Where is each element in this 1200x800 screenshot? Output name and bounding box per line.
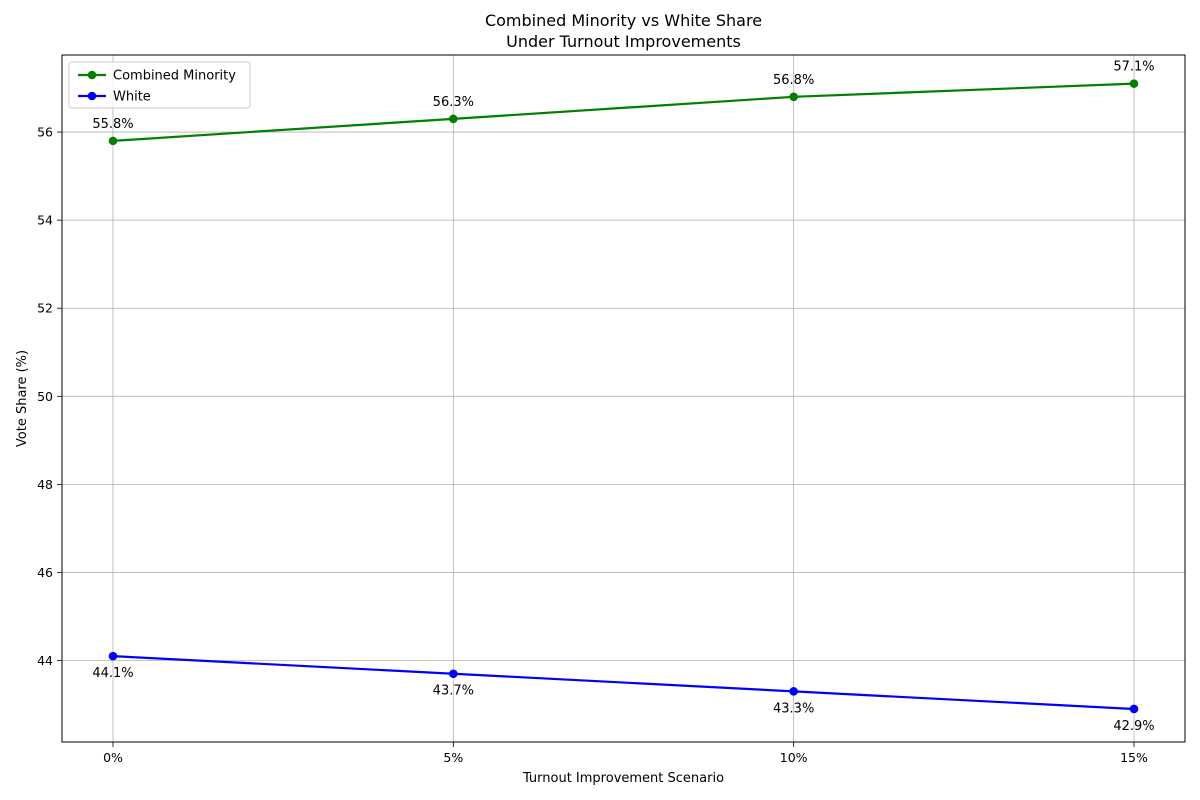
legend-box xyxy=(68,61,251,109)
legend-marker-combined-minority xyxy=(87,70,97,80)
y-tick-label: 54 xyxy=(37,213,53,228)
x-tick-label: 10% xyxy=(780,750,808,765)
data-label-combined-minority: 56.8% xyxy=(773,73,814,88)
grid xyxy=(62,55,1185,742)
data-label-white: 42.9% xyxy=(1113,719,1154,734)
chart-title-line-2: Under Turnout Improvements xyxy=(506,32,741,51)
legend-item-combined-minority: Combined Minority xyxy=(78,69,236,84)
y-tick-label: 56 xyxy=(37,125,53,140)
y-tick-label: 46 xyxy=(37,565,53,580)
data-point-combined-minority xyxy=(1129,79,1139,88)
data-point-combined-minority xyxy=(108,136,118,146)
x-tick-label: 15% xyxy=(1120,750,1148,765)
legend: Combined Minority White xyxy=(68,61,251,109)
series-combined-minority xyxy=(108,79,1139,146)
y-tick-label: 52 xyxy=(37,301,53,316)
legend-item-white: White xyxy=(78,90,151,105)
y-axis-label: Vote Share (%) xyxy=(15,350,30,447)
legend-label-combined-minority: Combined Minority xyxy=(113,69,236,84)
x-axis-label: Turnout Improvement Scenario xyxy=(522,771,724,786)
series-line-white xyxy=(112,655,1135,711)
plot-frame xyxy=(61,54,1186,743)
series-line-combined-minority xyxy=(112,82,1135,142)
series-layer xyxy=(108,79,1139,714)
ticks: 0% 5% 10% 15% 44 46 48 50 52 54 56 xyxy=(37,125,1148,765)
data-label-combined-minority: 56.3% xyxy=(433,95,474,110)
legend-label-white: White xyxy=(113,90,151,105)
data-label-white: 44.1% xyxy=(92,666,133,681)
y-tick-label: 44 xyxy=(37,653,53,668)
data-point-combined-minority xyxy=(449,114,458,124)
data-label-white: 43.7% xyxy=(433,684,474,699)
y-tick-label: 48 xyxy=(37,477,53,492)
data-point-white xyxy=(108,651,118,661)
y-tick-label: 50 xyxy=(37,389,53,404)
data-point-white xyxy=(789,687,798,696)
series-white xyxy=(108,651,1139,714)
data-point-white xyxy=(449,669,458,679)
chart-title-line-1: Combined Minority vs White Share xyxy=(485,11,762,30)
legend-marker-white xyxy=(87,91,97,101)
data-labels: 55.8% 56.3% 56.8% 57.1% 44.1% 43.7% 43.3% 42.9% xyxy=(92,60,1154,734)
x-tick-label: 5% xyxy=(443,750,463,765)
data-point-combined-minority xyxy=(789,92,798,102)
data-label-combined-minority: 57.1% xyxy=(1113,60,1154,75)
data-label-combined-minority: 55.8% xyxy=(92,117,133,132)
data-point-white xyxy=(1129,704,1139,714)
data-label-white: 43.3% xyxy=(773,701,814,716)
x-tick-label: 0% xyxy=(103,750,123,765)
